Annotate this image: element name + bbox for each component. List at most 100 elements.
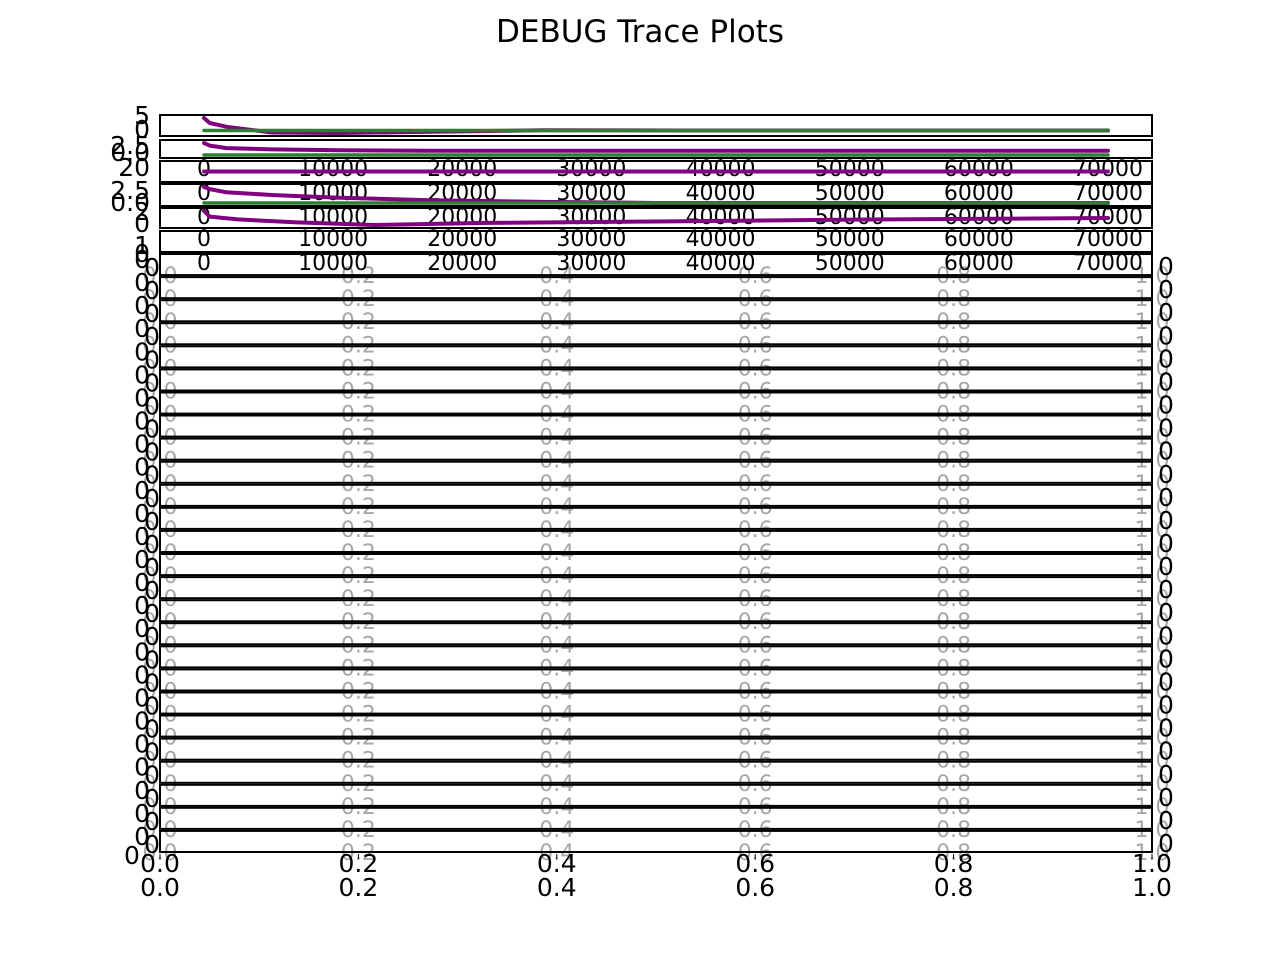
trace-panel-1: 50 [134, 101, 1153, 144]
x-tick-label: 50000 [815, 251, 885, 276]
panel-frame [159, 414, 1153, 438]
x-tick-label: 40000 [686, 205, 756, 230]
y-tick-label: 0 [134, 522, 150, 551]
right-tick-label: 0 [1158, 506, 1174, 535]
y-tick-label: 0 [134, 614, 150, 643]
y-tick-label: 0 [134, 799, 150, 828]
panel-frame [159, 139, 1153, 159]
y-tick-label: 0 [134, 753, 150, 782]
y-tick-label: 0 [144, 830, 160, 859]
trace-panel-4: 2.50.00 10000 20000 30000 40000 50000 60000 700… [110, 176, 1153, 230]
y-tick-label: 0 [134, 384, 150, 413]
panel-frame [159, 622, 1153, 646]
figure-title: DEBUG Trace Plots [496, 14, 784, 50]
x-tick-label: 0.6 [735, 849, 775, 878]
y-tick-label: 0 [134, 499, 150, 528]
y-tick-label: 0 [144, 668, 160, 697]
x-tick-label: 70000 [1073, 251, 1143, 276]
x-tick-label: 0.6 [735, 873, 775, 902]
y-tick-label: 0 [134, 707, 150, 736]
right-tick-label: 0 [1158, 275, 1174, 304]
y-tick-label: 0 [134, 637, 150, 666]
x-tick-label: 0.2 [341, 841, 376, 866]
panel-frame [159, 829, 1153, 854]
y-tick-label: 5 [134, 101, 150, 130]
y-tick-label: 0 [144, 368, 160, 397]
x-tick-label: 0.8 [934, 873, 974, 902]
y-tick-label: 0 [134, 660, 150, 689]
trace-panel-2: 2.50.00 10000 20000 30000 40000 50000 60000 700… [110, 131, 1153, 182]
x-tick-label: 0.0 [143, 841, 178, 866]
panel-frame [159, 783, 1153, 807]
right-tick-label: 0 [1158, 483, 1174, 512]
empty-panel-26: 0.0 0.2 0.4 0.6 0.8 1.000 0 [134, 822, 1174, 866]
y-tick-label: 0 [134, 115, 150, 144]
x-tick-label: 0.0 [140, 873, 180, 902]
right-tick-label: 0 [1158, 783, 1174, 812]
right-tick-label: 0 [1158, 437, 1174, 466]
y-tick-label: 0 [134, 430, 150, 459]
bottom-x-axis: 0.0 0.2 0.4 0.6 0.8 1.0 0.0 0.2 0.4 0.6 0.8 1.0 [140, 849, 1172, 902]
y-tick-label: 0 [144, 461, 160, 490]
x-tick-label: 1.0 [1135, 841, 1170, 866]
right-tick-label: 0 [1158, 298, 1174, 327]
right-tick-label: 0 [1158, 460, 1174, 489]
y-tick-label: 0 [144, 784, 160, 813]
y-tick-label: 0 [134, 291, 150, 320]
panel-frame [159, 207, 1153, 229]
y-tick-label: 0 [134, 209, 150, 238]
panel-frame [159, 760, 1153, 784]
panel-frame [159, 668, 1153, 692]
right-tick-label: 0 [1158, 668, 1174, 697]
right-tick-label: 0 [1158, 391, 1174, 420]
y-tick-label: 0 [144, 253, 160, 282]
right-tick-label: 0 [1158, 714, 1174, 743]
x-tick-label: 60000 [944, 251, 1014, 276]
x-tick-label: 0.2 [339, 873, 379, 902]
panel-frame [159, 806, 1153, 830]
y-tick-label: 0 [144, 299, 160, 328]
y-tick-label: 0 [144, 484, 160, 513]
right-tick-label: 0 [1158, 552, 1174, 581]
right-tick-label: 0 [1158, 829, 1174, 858]
y-tick-label: 0 [144, 599, 160, 628]
y-tick-label: 0 [144, 345, 160, 374]
x-tick-label: 1.0 [1132, 873, 1172, 902]
empty-panel-7: 0.0 0.2 0.4 0.6 0.8 1.000 0 [134, 384, 1174, 428]
y-tick-label: 0 [134, 591, 150, 620]
y-tick-label: 0 [144, 322, 160, 351]
right-tick-label: 0 [1158, 737, 1174, 766]
right-tick-label: 0 [1158, 368, 1174, 397]
panel-frame [159, 345, 1153, 369]
panel-frame [159, 253, 1153, 277]
panel-frame [159, 691, 1153, 715]
y-tick-label: 0 [144, 553, 160, 582]
y-tick-label: 2 [134, 197, 150, 226]
y-tick-label: 0 [144, 415, 160, 444]
empty-panel-21: 0.0 0.2 0.4 0.6 0.8 1.000 0 [134, 707, 1174, 751]
x-tick-label: 1.0 [1132, 849, 1172, 878]
y-tick-label: 0 [144, 622, 160, 651]
panel-frame [159, 506, 1153, 530]
panel-frame [159, 276, 1153, 300]
y-tick-label: 0 [144, 438, 160, 467]
panel-frame [159, 483, 1153, 507]
y-tick-label: 0 [134, 568, 150, 597]
panel-frame [159, 599, 1153, 623]
y-tick-label: 0 [134, 407, 150, 436]
x-tick-label: 0.4 [537, 873, 577, 902]
panel-frame [159, 714, 1153, 738]
panel-frame [159, 114, 1153, 137]
y-tick-label: 0 [144, 645, 160, 674]
x-tick-label: 0 [197, 251, 211, 276]
panel-frame [159, 230, 1153, 253]
panel-frame [159, 529, 1153, 554]
y-tick-label: 1 [134, 231, 150, 260]
x-tick-label: 0.6 [738, 841, 773, 866]
y-tick-label: 0 [134, 314, 150, 343]
right-tick-label: 0 [1158, 598, 1174, 627]
x-tick-label: 0 [197, 205, 211, 230]
panel-frame [159, 576, 1153, 600]
